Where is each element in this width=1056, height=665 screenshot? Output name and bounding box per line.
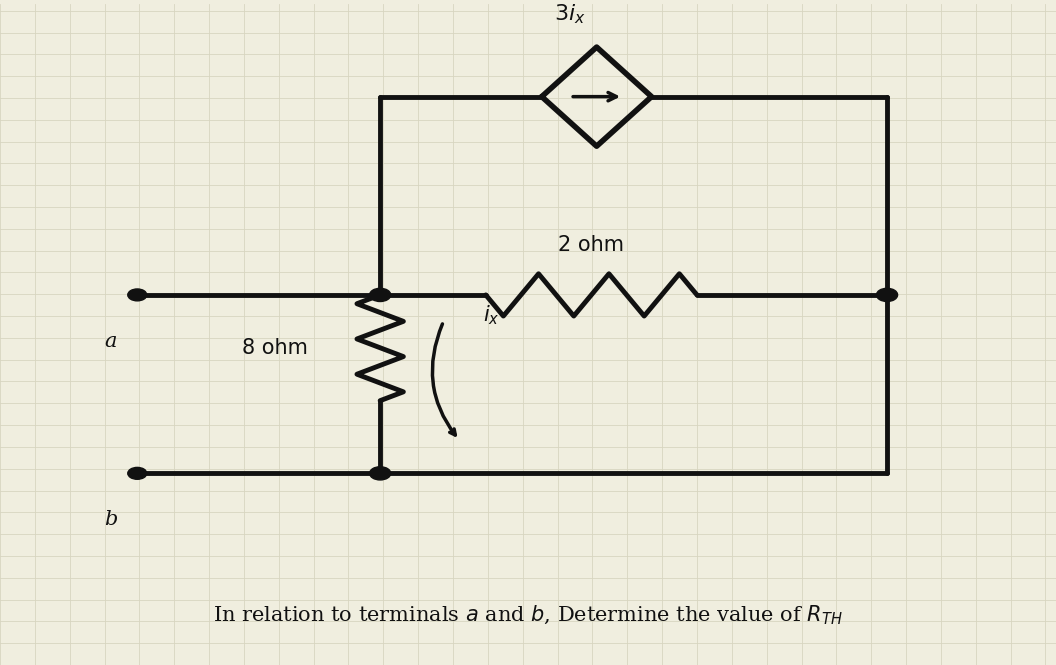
Circle shape xyxy=(128,467,147,479)
Text: $3i_x$: $3i_x$ xyxy=(554,2,586,26)
Circle shape xyxy=(370,289,391,301)
Text: b: b xyxy=(105,510,117,529)
Circle shape xyxy=(370,467,391,480)
Text: 8 ohm: 8 ohm xyxy=(242,338,307,358)
Text: a: a xyxy=(105,332,117,350)
Circle shape xyxy=(128,289,147,301)
Text: $i_x$: $i_x$ xyxy=(483,303,499,327)
Text: In relation to terminals $a$ and $b$, Determine the value of $R_{TH}$: In relation to terminals $a$ and $b$, De… xyxy=(213,604,843,627)
Circle shape xyxy=(876,289,898,301)
Text: 2 ohm: 2 ohm xyxy=(559,235,624,255)
